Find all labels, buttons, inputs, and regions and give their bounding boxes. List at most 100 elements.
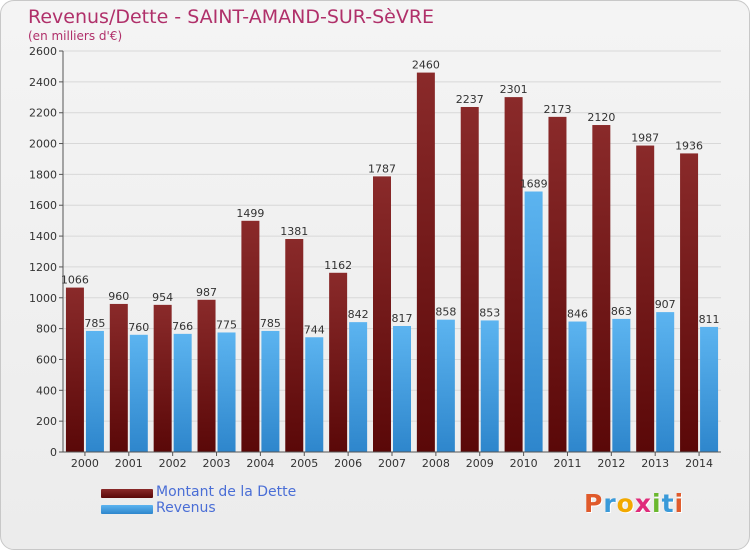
data-label-dette: 987 (196, 286, 217, 299)
legend-swatch-dette (101, 489, 153, 498)
bar-revenus (217, 332, 236, 452)
data-label-revenus: 775 (216, 318, 237, 331)
bar-dette (197, 299, 216, 452)
x-tick-label: 2014 (685, 457, 713, 470)
x-tick-label: 2004 (246, 457, 274, 470)
y-tick-label: 1800 (29, 168, 57, 181)
x-tick-label: 2001 (115, 457, 143, 470)
y-tick-label: 2600 (29, 45, 57, 58)
y-tick-label: 2000 (29, 138, 57, 151)
data-label-dette: 954 (152, 291, 173, 304)
x-tick-label: 2000 (71, 457, 99, 470)
legend-label-revenus: Revenus (156, 500, 216, 516)
data-label-dette: 2120 (587, 111, 615, 124)
y-tick-label: 1200 (29, 261, 57, 274)
data-label-dette: 2301 (500, 83, 528, 96)
bar-dette (504, 97, 523, 453)
legend-swatch-revenus (101, 505, 153, 514)
bar-dette (416, 72, 435, 452)
y-tick-label: 200 (36, 415, 57, 428)
proxiti-logo: Proxiti (584, 489, 684, 518)
y-tick-label: 0 (50, 446, 57, 459)
bar-dette (109, 303, 128, 452)
data-label-revenus: 907 (655, 298, 676, 311)
logo-letter: i (652, 489, 662, 518)
data-label-dette: 1987 (631, 132, 659, 145)
logo-letter: r (603, 489, 617, 518)
data-label-revenus: 1689 (520, 178, 548, 191)
data-label-revenus: 785 (84, 317, 105, 330)
data-label-revenus: 811 (699, 313, 720, 326)
legend-label-dette: Montant de la Dette (156, 484, 297, 500)
data-label-revenus: 817 (392, 312, 413, 325)
logo-letter: o (616, 489, 635, 518)
logo-letter: P (584, 489, 604, 518)
data-label-dette: 1787 (368, 162, 396, 175)
bar-revenus (85, 330, 104, 452)
x-tick-label: 2007 (378, 457, 406, 470)
logo-letter: t (661, 489, 675, 518)
data-label-revenus: 842 (348, 308, 369, 321)
x-tick-label: 2012 (597, 457, 625, 470)
bar-dette (592, 125, 611, 453)
bar-revenus (480, 320, 499, 452)
x-tick-label: 2009 (466, 457, 494, 470)
x-tick-label: 2006 (334, 457, 362, 470)
data-label-dette: 960 (108, 290, 129, 303)
data-label-dette: 1066 (61, 274, 89, 287)
bar-dette (241, 220, 260, 452)
bar-revenus (261, 330, 280, 452)
y-tick-label: 600 (36, 353, 57, 366)
data-label-revenus: 863 (611, 305, 632, 318)
x-tick-label: 2003 (203, 457, 231, 470)
data-label-dette: 1381 (280, 225, 308, 238)
data-label-revenus: 744 (304, 323, 325, 336)
bar-revenus (173, 333, 192, 452)
bar-dette (285, 239, 304, 452)
bar-dette (65, 287, 84, 452)
x-tick-label: 2010 (510, 457, 538, 470)
bar-revenus (305, 337, 324, 452)
bar-dette (373, 176, 391, 452)
data-label-dette: 1162 (324, 259, 352, 272)
data-label-revenus: 846 (567, 308, 588, 321)
bar-revenus (656, 312, 675, 452)
bar-revenus (700, 326, 719, 452)
data-label-revenus: 766 (172, 320, 193, 333)
data-label-dette: 1499 (236, 207, 264, 220)
bar-revenus (524, 191, 543, 453)
y-tick-label: 400 (36, 384, 57, 397)
chart-title: Revenus/Dette - SAINT-AMAND-SUR-SèVRE (28, 6, 435, 28)
bar-revenus (393, 325, 411, 452)
bar-dette (636, 145, 655, 452)
bar-revenus (349, 322, 368, 452)
data-label-dette: 1936 (675, 139, 703, 152)
bar-revenus (129, 334, 148, 452)
bar-dette (329, 272, 348, 452)
bar-dette (548, 116, 567, 452)
data-label-revenus: 853 (479, 306, 500, 319)
chart-subtitle: (en milliers d'€) (28, 29, 123, 43)
x-tick-label: 2008 (422, 457, 450, 470)
bar-dette (460, 106, 479, 452)
data-label-revenus: 858 (435, 306, 456, 319)
bar-dette (680, 153, 699, 452)
data-label-dette: 2237 (456, 93, 484, 106)
y-tick-label: 2200 (29, 107, 57, 120)
bar-revenus (436, 319, 455, 452)
logo-letter: i (674, 489, 685, 518)
data-label-dette: 2460 (412, 59, 440, 72)
bar-revenus (568, 321, 587, 452)
y-tick-label: 2400 (29, 76, 57, 89)
y-tick-label: 1400 (29, 230, 57, 243)
bar-dette (153, 304, 172, 452)
y-tick-label: 1000 (29, 292, 57, 305)
x-tick-label: 2005 (290, 457, 318, 470)
y-tick-label: 1600 (29, 199, 57, 212)
logo-letter: x (634, 489, 652, 518)
x-tick-label: 2013 (641, 457, 669, 470)
bar-revenus (612, 318, 631, 452)
data-label-revenus: 760 (128, 321, 149, 334)
